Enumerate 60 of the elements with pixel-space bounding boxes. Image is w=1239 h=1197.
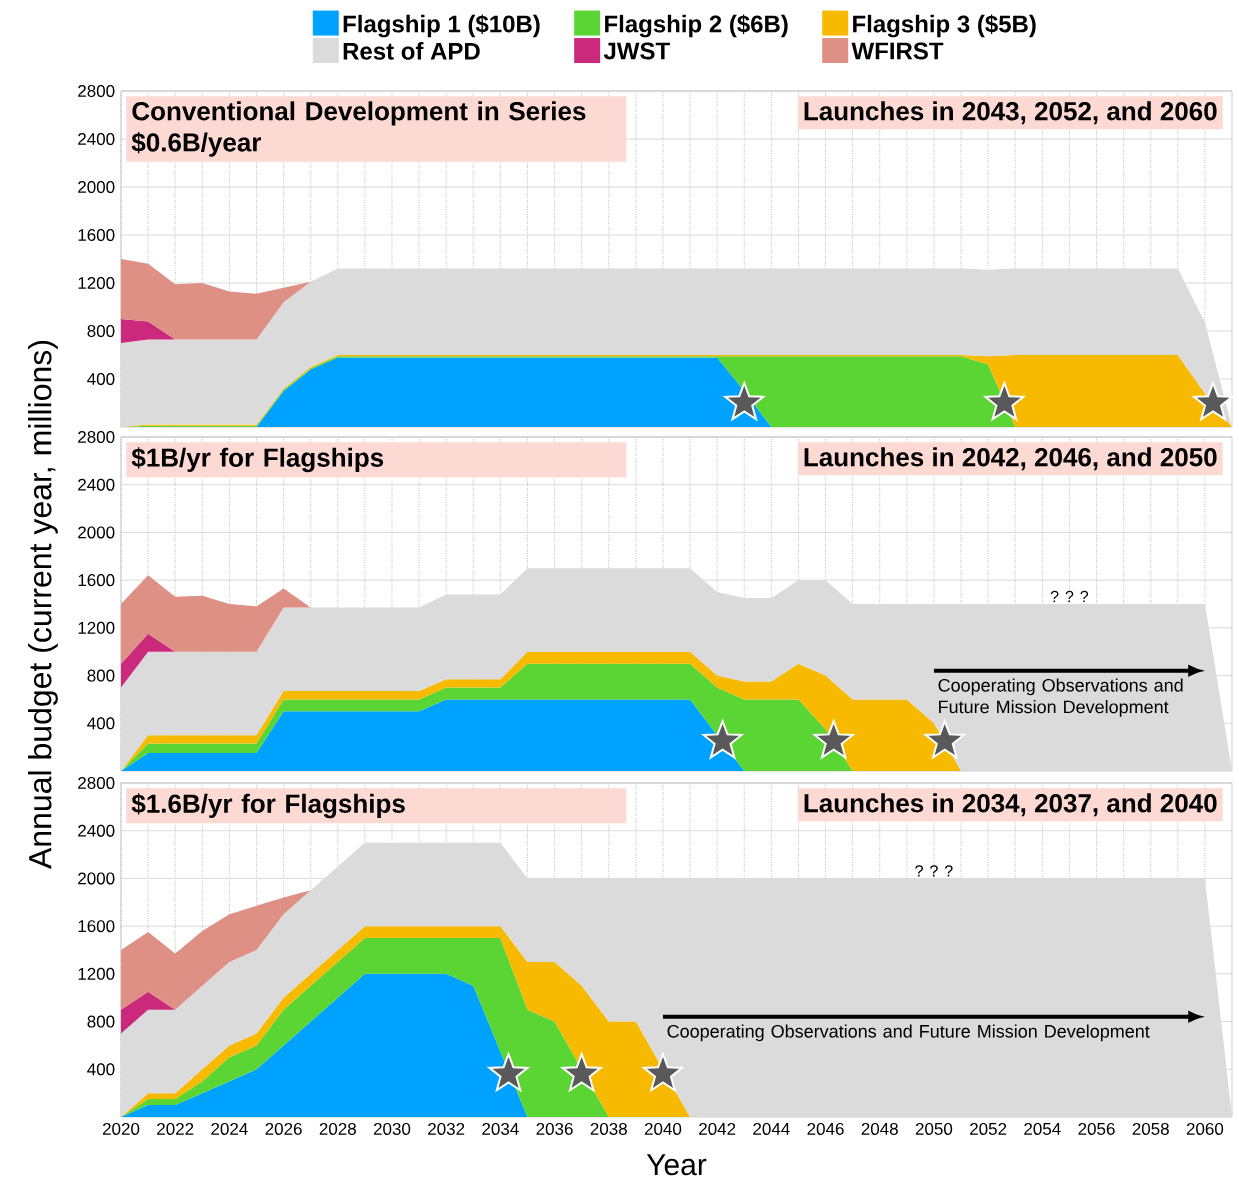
annotation: Cooperating Observations and Future Mission Development xyxy=(938,678,1183,717)
y-tick-label: 2800 xyxy=(78,776,115,790)
y-tick-label: 1200 xyxy=(78,967,115,980)
legend-label: Flagship 2 ($6B) xyxy=(605,14,788,38)
x-tick-label: 2040 xyxy=(644,1122,682,1135)
x-tick-label: 2054 xyxy=(1024,1122,1061,1135)
y-tick-label: 2400 xyxy=(78,824,115,837)
chart-subtitle: Launches in 2043, 2052, and 2060 xyxy=(804,101,1217,125)
chart-title: $1.6B/yr for Flagships xyxy=(131,793,405,819)
y-axis-title: Annual budget (current year, millions) xyxy=(28,341,58,869)
y-tick-label: 2400 xyxy=(78,132,115,146)
annotation: Cooperating Observations and Future Mission Development xyxy=(667,1024,1150,1042)
legend-label: Rest of APD xyxy=(343,42,480,60)
x-tick-label: 2038 xyxy=(590,1122,627,1135)
x-tick-label: 2026 xyxy=(265,1122,302,1135)
y-tick-label: 2000 xyxy=(78,180,115,193)
x-tick-label: 2028 xyxy=(319,1122,356,1135)
x-tick-label: 2024 xyxy=(211,1122,248,1135)
chart-title: Conventional Development in Series $0.6B/year xyxy=(131,101,586,157)
x-tick-label: 2036 xyxy=(536,1122,573,1135)
y-tick-label: 800 xyxy=(87,324,115,337)
chart-subtitle: Launches in 2034, 2037, and 2040 xyxy=(804,793,1217,817)
x-tick-label: 2046 xyxy=(807,1122,844,1135)
y-tick-label: 1600 xyxy=(78,920,115,933)
x-tick-label: 2052 xyxy=(970,1122,1007,1135)
y-tick-label: 1200 xyxy=(78,621,115,634)
y-tick-label: 400 xyxy=(87,1063,115,1076)
x-tick-label: 2044 xyxy=(753,1122,790,1135)
y-tick-label: 2000 xyxy=(78,872,115,885)
chart-title: $1B/yr for Flagships xyxy=(131,447,384,473)
x-tick-label: 2058 xyxy=(1132,1122,1169,1135)
x-tick-label: 2042 xyxy=(699,1122,736,1135)
x-tick-label: 2056 xyxy=(1078,1122,1115,1135)
y-tick-label: 2400 xyxy=(78,478,115,491)
x-tick-label: 2022 xyxy=(157,1122,194,1135)
legend-label: WFIRST xyxy=(851,42,944,60)
x-tick-label: 2034 xyxy=(482,1122,519,1135)
legend-label: JWST xyxy=(603,42,670,60)
x-tick-label: 2030 xyxy=(373,1122,411,1135)
legend-label: Flagship 3 ($5B) xyxy=(853,14,1036,38)
annotation: ? ? ? xyxy=(915,865,953,877)
y-tick-label: 400 xyxy=(87,372,115,385)
y-tick-label: 1200 xyxy=(78,276,115,289)
x-tick-label: 2020 xyxy=(102,1122,140,1135)
chart-subtitle: Launches in 2042, 2046, and 2050 xyxy=(804,447,1217,471)
y-tick-label: 2800 xyxy=(78,84,115,98)
x-tick-label: 2060 xyxy=(1186,1122,1224,1135)
y-tick-label: 1600 xyxy=(78,228,115,241)
y-tick-label: 2000 xyxy=(78,526,115,539)
y-tick-label: 800 xyxy=(87,1015,115,1028)
y-tick-label: 400 xyxy=(87,717,115,730)
legend-label: Flagship 1 ($10B) xyxy=(343,14,540,38)
x-tick-label: 2048 xyxy=(861,1122,898,1135)
y-tick-label: 800 xyxy=(87,669,115,682)
y-tick-label: 1600 xyxy=(78,574,115,587)
annotation: ? ? ? xyxy=(1050,590,1089,602)
x-tick-label: 2050 xyxy=(915,1122,953,1135)
y-tick-label: 2800 xyxy=(78,430,115,443)
x-tick-label: 2032 xyxy=(428,1122,465,1135)
x-axis-title: Year xyxy=(646,1154,707,1176)
